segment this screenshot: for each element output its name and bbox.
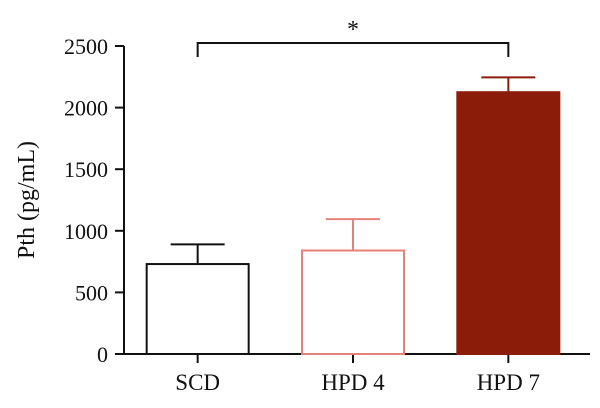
significance-label: * — [347, 17, 359, 43]
x-tick-label: SCD — [175, 370, 220, 395]
x-tick-label: HPD 4 — [321, 370, 385, 395]
significance-line — [196, 42, 510, 57]
y-tick-label: 1500 — [64, 157, 108, 182]
y-tick-label: 2000 — [64, 96, 108, 121]
x-axis: SCD HPD 4 HPD 7 — [123, 353, 590, 395]
y-tick-label: 500 — [75, 280, 108, 305]
y-tick-label: 1000 — [64, 219, 108, 244]
bar-hpd-4 — [301, 249, 405, 355]
y-axis: 0 500 1000 1500 2000 2500 — [64, 34, 125, 367]
y-tick-label: 0 — [97, 342, 108, 367]
bar-scd — [145, 263, 250, 355]
bar-hpd-7 — [456, 91, 561, 355]
x-tick-label: HPD 7 — [477, 370, 540, 395]
bars — [145, 76, 561, 355]
y-axis-title: Pth (pg/mL) — [14, 141, 40, 259]
y-tick-label: 2500 — [64, 34, 108, 59]
significance-bracket: * — [196, 17, 510, 57]
